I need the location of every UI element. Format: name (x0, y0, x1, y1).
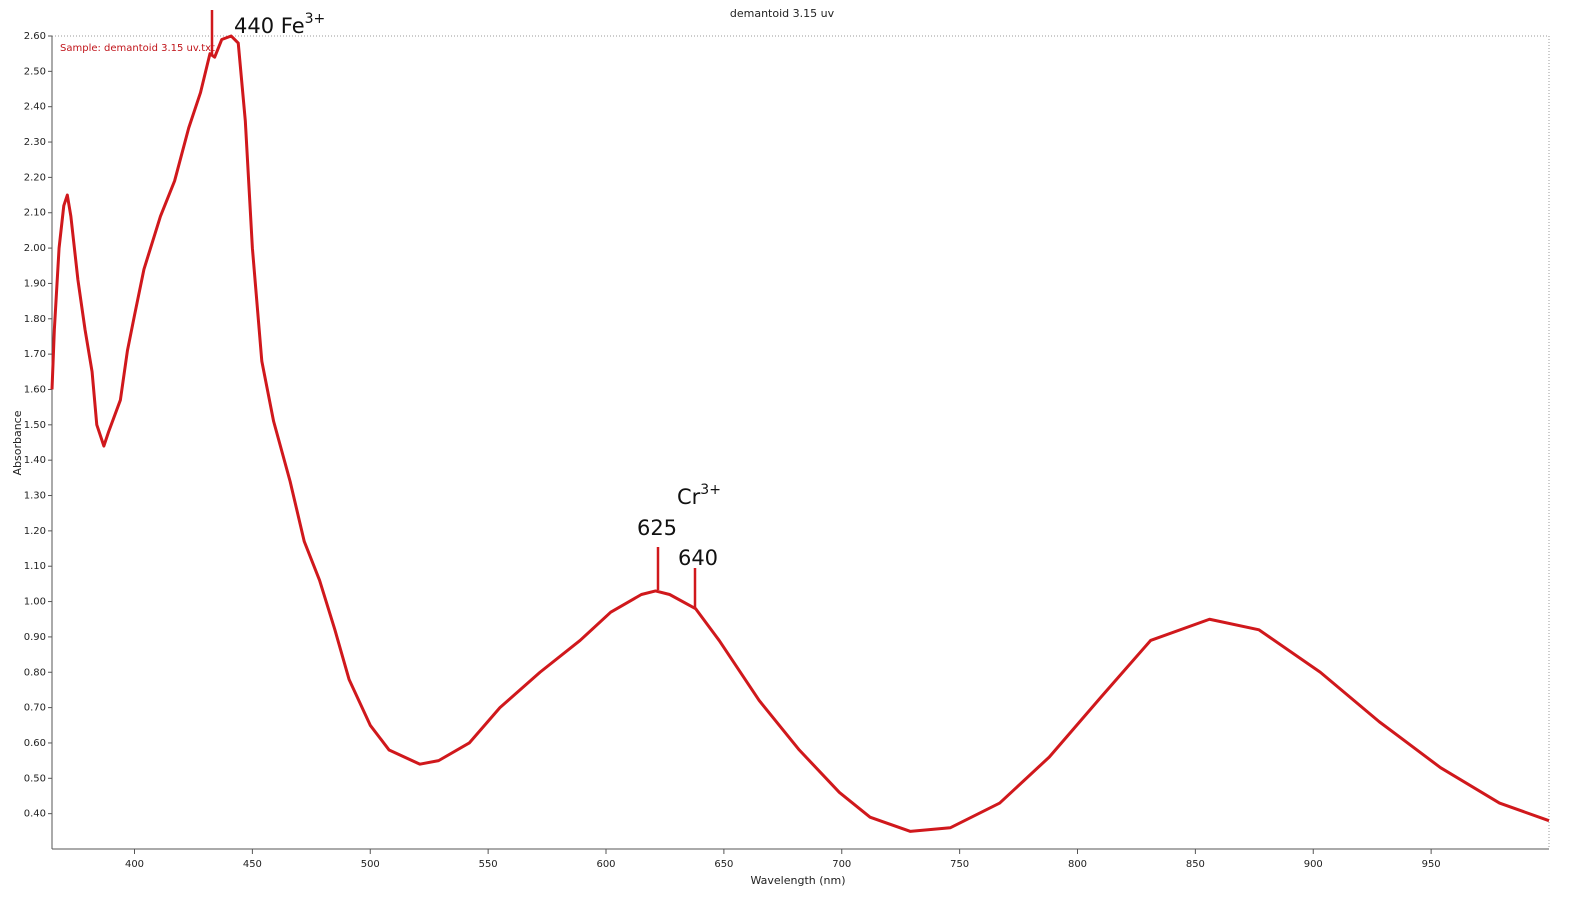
x-tick-label: 800 (1068, 859, 1087, 870)
y-tick-label: 0.70 (24, 703, 46, 714)
y-tick-label: 1.20 (24, 526, 46, 537)
chart-title: demantoid 3.15 uv (730, 7, 835, 20)
x-tick-label: 600 (596, 859, 615, 870)
legend-entry: Sample: demantoid 3.15 uv.txt (60, 43, 215, 54)
y-tick-label: 2.20 (24, 172, 46, 183)
annotation-text: Cr (677, 485, 701, 509)
y-tick-label: 2.10 (24, 208, 46, 219)
x-tick-label: 700 (832, 859, 851, 870)
y-tick-label: 1.90 (24, 278, 46, 289)
x-tick-label: 500 (361, 859, 380, 870)
x-tick-label: 450 (243, 859, 262, 870)
annotation: 640 (678, 546, 718, 570)
x-tick-label: 550 (479, 859, 498, 870)
y-tick-label: 2.40 (24, 102, 46, 113)
y-tick-label: 0.40 (24, 809, 46, 820)
x-tick-label: 400 (125, 859, 144, 870)
y-tick-label: 0.90 (24, 632, 46, 643)
y-tick-label: 1.10 (24, 561, 46, 572)
y-tick-label: 2.50 (24, 66, 46, 77)
annotation-sup: 3+ (305, 11, 326, 27)
y-tick-label: 0.80 (24, 667, 46, 678)
data-line (50, 34, 1550, 833)
y-tick-label: 0.50 (24, 773, 46, 784)
y-tick-label: 0.60 (24, 738, 46, 749)
y-tick-label: 2.30 (24, 137, 46, 148)
y-tick-label: 2.60 (24, 31, 46, 42)
x-tick-label: 950 (1422, 859, 1441, 870)
y-tick-label: 1.40 (24, 455, 46, 466)
annotation: Cr3+ (677, 482, 721, 509)
y-tick-label: 1.80 (24, 314, 46, 325)
y-tick-label: 1.70 (24, 349, 46, 360)
annotation: 440 Fe3+ (234, 11, 325, 38)
y-tick-label: 1.30 (24, 491, 46, 502)
x-axis-label: Wavelength (nm) (750, 874, 845, 887)
x-tick-label: 900 (1304, 859, 1323, 870)
annotation-sup: 3+ (700, 482, 721, 498)
x-tick-label: 650 (714, 859, 733, 870)
x-tick-label: 750 (950, 859, 969, 870)
y-tick-label: 1.50 (24, 420, 46, 431)
y-tick-label: 1.00 (24, 597, 46, 608)
annotation-text: 440 Fe (234, 14, 305, 38)
y-axis-label: Absorbance (11, 410, 24, 475)
annotation: 625 (637, 516, 677, 540)
y-tick-label: 2.00 (24, 243, 46, 254)
x-tick-label: 850 (1186, 859, 1205, 870)
y-tick-label: 1.60 (24, 384, 46, 395)
